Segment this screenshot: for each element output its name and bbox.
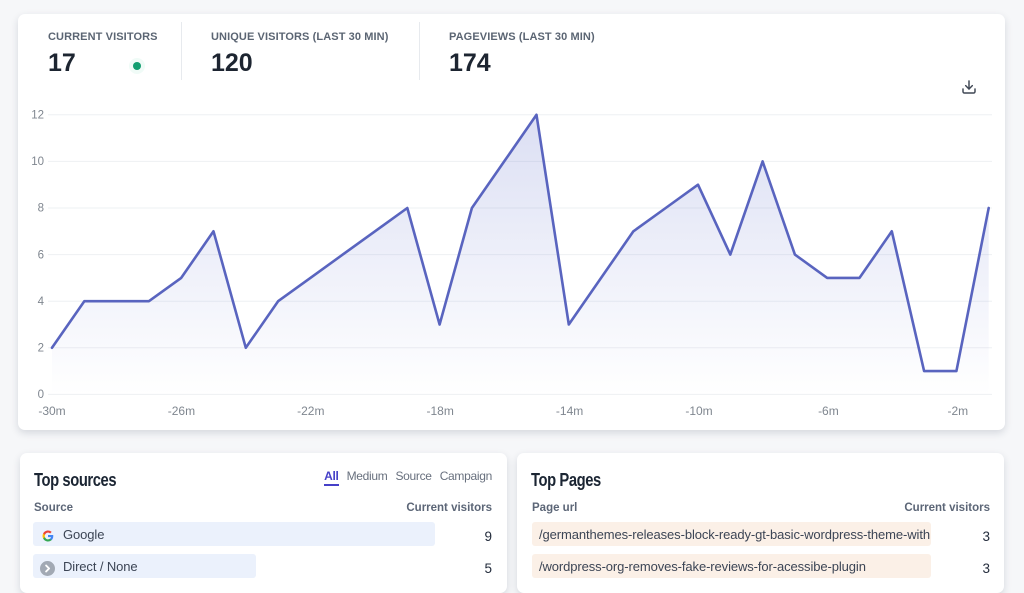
- svg-text:4: 4: [38, 296, 45, 308]
- svg-text:-30m: -30m: [38, 404, 65, 418]
- svg-text:-26m: -26m: [168, 404, 195, 418]
- svg-text:10: 10: [31, 156, 44, 168]
- svg-text:0: 0: [38, 389, 44, 401]
- svg-text:-22m: -22m: [297, 404, 324, 418]
- svg-text:2: 2: [38, 343, 44, 355]
- svg-text:-14m: -14m: [556, 404, 583, 418]
- svg-text:-18m: -18m: [427, 404, 454, 418]
- svg-text:-10m: -10m: [685, 404, 712, 418]
- svg-text:-6m: -6m: [818, 404, 839, 418]
- svg-text:12: 12: [31, 110, 44, 122]
- svg-text:6: 6: [38, 249, 44, 261]
- svg-text:8: 8: [38, 203, 44, 215]
- svg-text:-2m: -2m: [947, 404, 968, 418]
